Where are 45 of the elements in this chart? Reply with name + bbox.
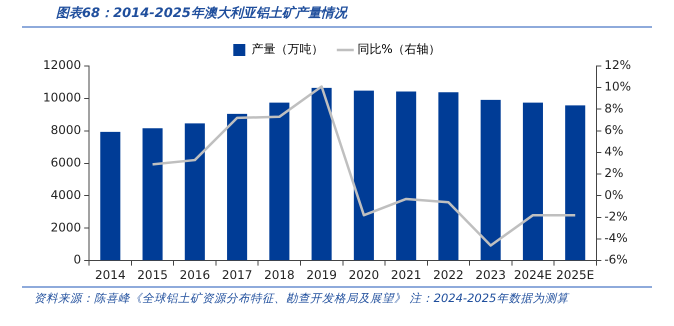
x-tick-label: 2020	[348, 268, 380, 282]
y2-tick-label: 2%	[604, 166, 624, 180]
bar	[565, 105, 586, 260]
y-tick-label: 12000	[42, 58, 82, 72]
bar	[396, 91, 416, 260]
chart-title: 图表68：2014-2025年澳大利亚铝土矿产量情况	[22, 0, 652, 28]
text: 资料来源：陈喜峰《全球铝土矿资源分布特征、勘查开发格局及展望》 注：2024-2025年数据为测算	[22, 286, 652, 306]
bar	[184, 123, 205, 260]
x-tick-label: 2018	[264, 268, 295, 282]
bar	[354, 90, 374, 260]
y2-tick-label: -2%	[604, 209, 628, 224]
y-tick-label: 8000	[50, 122, 82, 137]
x-tick-label: 2023	[475, 268, 506, 282]
y2-tick-label: 10%	[604, 80, 631, 94]
bar	[438, 92, 458, 260]
y-tick-label: 10000	[42, 90, 82, 105]
bar	[480, 100, 501, 260]
y-tick-label: 0	[74, 252, 82, 267]
bar	[269, 102, 290, 260]
x-tick-label: 2016	[180, 268, 210, 282]
bar	[227, 114, 248, 260]
legend-label: 产量（万吨）	[251, 42, 324, 56]
y-tick-label: 6000	[50, 155, 82, 170]
y2-tick-label: 8%	[604, 101, 624, 116]
y2-tick-label: 6%	[604, 122, 624, 137]
x-tick-label: 2017	[222, 268, 252, 282]
x-tick-label: 2014	[95, 268, 126, 282]
y2-tick-label: 12%	[604, 58, 631, 72]
y-tick-label: 4000	[50, 188, 82, 202]
y2-tick-label: 4%	[604, 144, 624, 159]
y-tick-label: 2000	[50, 220, 82, 234]
bar	[100, 132, 120, 260]
x-tick-label: 2021	[390, 268, 422, 282]
x-tick-label: 2025E	[556, 268, 594, 282]
y2-tick-label: 0%	[604, 188, 624, 202]
bar	[142, 128, 163, 260]
bar	[312, 88, 332, 260]
x-tick-label: 2015	[137, 268, 168, 282]
x-tick-label: 2019	[306, 268, 337, 282]
bar	[522, 102, 543, 260]
legend-label: 同比%（右轴）	[357, 42, 441, 56]
x-tick-label: 2022	[433, 268, 464, 282]
y2-tick-label: -4%	[604, 231, 628, 246]
y2-tick-label: -6%	[604, 252, 628, 267]
x-tick-label: 2024E	[514, 268, 552, 282]
